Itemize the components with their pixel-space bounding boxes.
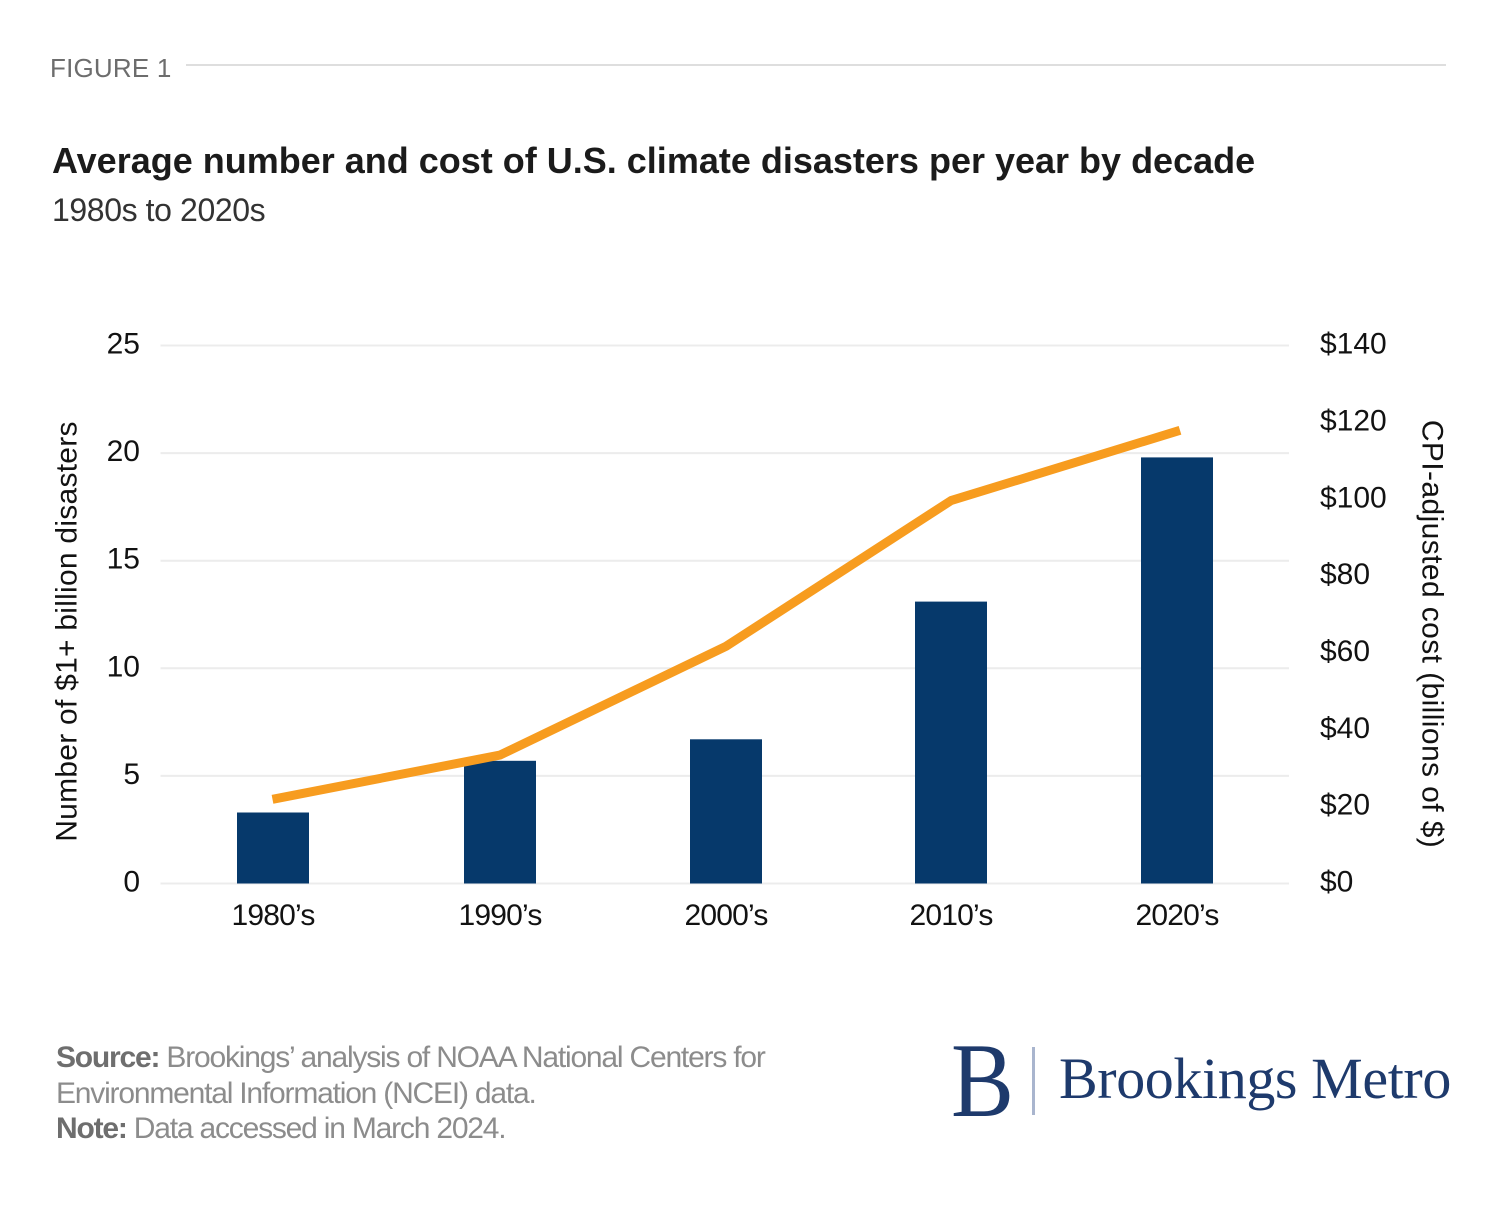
svg-text:5: 5 [123, 758, 140, 791]
svg-text:$0: $0 [1320, 866, 1353, 899]
svg-text:2000’s: 2000’s [684, 899, 767, 932]
svg-text:2020’s: 2020’s [1135, 899, 1218, 932]
svg-text:$80: $80 [1320, 558, 1370, 591]
svg-text:0: 0 [123, 866, 140, 899]
svg-text:1990’s: 1990’s [458, 899, 541, 932]
svg-text:Number of $1+ billion disaster: Number of $1+ billion disasters [51, 421, 84, 841]
svg-text:2010’s: 2010’s [909, 899, 992, 932]
svg-text:1980’s: 1980’s [231, 899, 314, 932]
svg-text:$100: $100 [1320, 481, 1387, 514]
svg-text:20: 20 [107, 435, 140, 468]
svg-text:15: 15 [107, 543, 140, 576]
svg-text:$40: $40 [1320, 712, 1370, 745]
svg-text:$120: $120 [1320, 404, 1387, 437]
svg-text:$140: $140 [1320, 328, 1387, 361]
svg-text:CPI-adjusted cost (billions of: CPI-adjusted cost (billions of $) [1416, 420, 1449, 848]
svg-text:$20: $20 [1320, 789, 1370, 822]
svg-text:10: 10 [107, 650, 140, 683]
svg-text:$60: $60 [1320, 635, 1370, 668]
svg-text:25: 25 [107, 328, 140, 361]
